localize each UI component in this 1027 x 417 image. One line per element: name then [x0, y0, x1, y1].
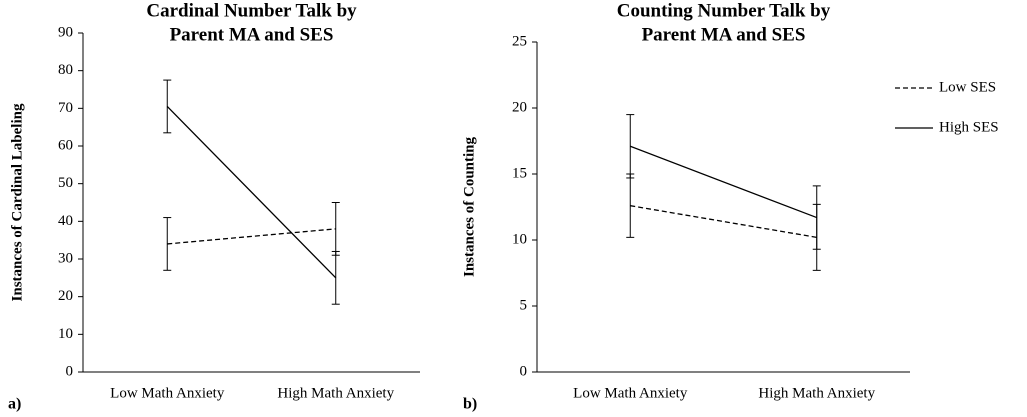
y-axis-label: Instances of Cardinal Labeling — [9, 103, 25, 301]
y-tick-label: 25 — [512, 33, 527, 49]
y-tick-label: 60 — [58, 137, 73, 153]
y-tick-label: 80 — [58, 62, 73, 78]
y-tick-label: 90 — [58, 24, 73, 40]
series-line — [166, 105, 337, 279]
panel-label: a) — [8, 396, 21, 413]
y-tick-label: 20 — [58, 288, 73, 304]
x-tick-label: Low Math Anxiety — [573, 385, 688, 401]
series-line — [630, 145, 817, 219]
legend-label: High SES — [939, 119, 999, 135]
y-tick-label: 50 — [58, 175, 73, 191]
y-tick-label: 0 — [66, 363, 74, 379]
panel-label: b) — [463, 396, 477, 413]
y-tick-label: 40 — [58, 213, 73, 229]
series-line — [167, 228, 336, 245]
series-line — [630, 205, 817, 239]
chart-title: Cardinal Number Talk by — [146, 0, 357, 21]
y-axis-label: Instances of Counting — [461, 136, 477, 277]
x-tick-label: Low Math Anxiety — [110, 385, 225, 401]
y-tick-label: 10 — [512, 231, 527, 247]
x-tick-label: High Math Anxiety — [758, 385, 875, 401]
y-tick-label: 70 — [58, 100, 73, 116]
y-tick-label: 5 — [520, 297, 528, 313]
chart-title: Parent MA and SES — [642, 24, 806, 45]
chart-title: Parent MA and SES — [170, 24, 334, 45]
y-tick-label: 0 — [520, 363, 528, 379]
legend-label: Low SES — [939, 79, 996, 95]
chart-title: Counting Number Talk by — [617, 0, 831, 21]
y-tick-label: 10 — [58, 326, 73, 342]
y-tick-label: 30 — [58, 250, 73, 266]
y-tick-label: 20 — [512, 99, 527, 115]
y-tick-label: 15 — [512, 165, 527, 181]
x-tick-label: High Math Anxiety — [277, 385, 394, 401]
